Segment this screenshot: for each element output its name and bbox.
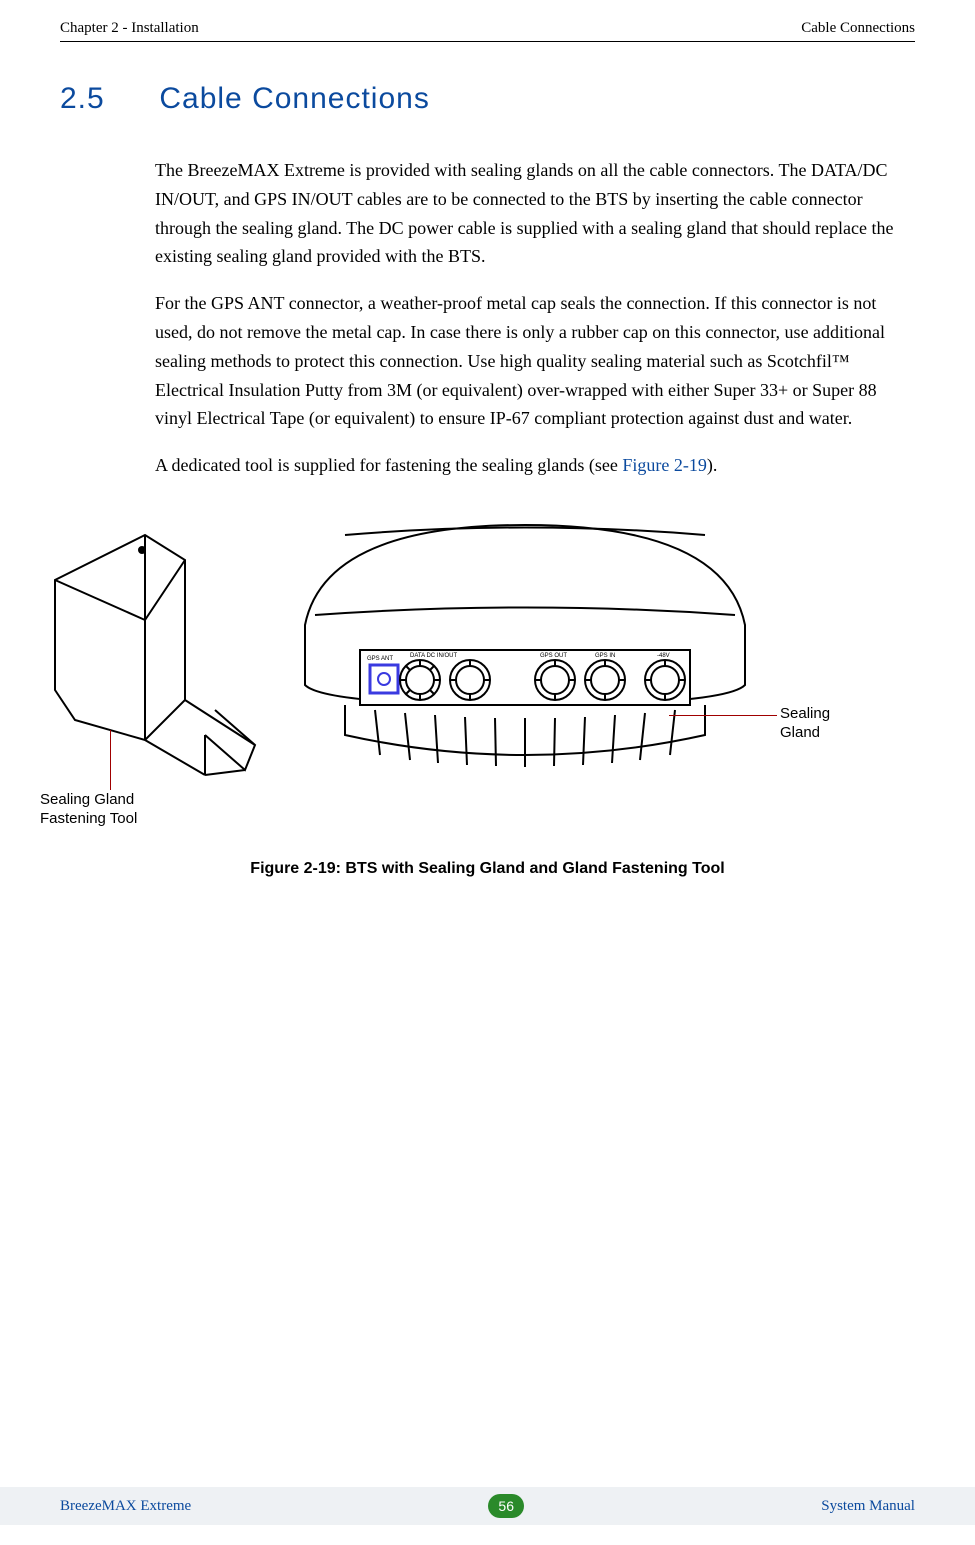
- page-footer: BreezeMAX Extreme 56 System Manual: [0, 1487, 975, 1525]
- page-header: Chapter 2 - Installation Cable Connectio…: [60, 20, 915, 42]
- figure-caption: Figure 2-19: BTS with Sealing Gland and …: [60, 860, 915, 878]
- section-heading: 2.5 Cable Connections: [60, 82, 915, 116]
- callout-left-label: Sealing Gland Fastening Tool: [40, 790, 137, 829]
- port-label-data: DATA DC IN/OUT: [410, 653, 457, 659]
- callout-right-l2: Gland: [780, 724, 820, 741]
- fastening-tool-drawing: [45, 520, 285, 780]
- port-label-48v: -48V: [657, 653, 670, 659]
- callout-left-l2: Fastening Tool: [40, 810, 137, 827]
- page-number: 56: [488, 1494, 524, 1518]
- body-text: The BreezeMAX Extreme is provided with s…: [155, 156, 905, 480]
- port-label-gps-ant: GPS ANT: [367, 656, 393, 662]
- section-title: Cable Connections: [159, 82, 430, 115]
- header-left: Chapter 2 - Installation: [60, 20, 199, 37]
- figure-area: GPS ANT DATA DC IN/OUT GPS OUT GPS IN -4…: [60, 520, 915, 850]
- footer-right: System Manual: [821, 1498, 915, 1515]
- callout-line-right: [669, 715, 777, 716]
- section-number: 2.5: [60, 82, 150, 116]
- callout-line-left: [110, 730, 111, 790]
- paragraph-3: A dedicated tool is supplied for fasteni…: [155, 451, 905, 480]
- footer-left: BreezeMAX Extreme: [60, 1498, 191, 1515]
- paragraph-2: For the GPS ANT connector, a weather-pro…: [155, 289, 905, 433]
- p3-prefix: A dedicated tool is supplied for fasteni…: [155, 455, 622, 475]
- paragraph-1: The BreezeMAX Extreme is provided with s…: [155, 156, 905, 271]
- callout-right-l1: Sealing: [780, 705, 830, 722]
- p3-suffix: ).: [707, 455, 718, 475]
- port-label-gpsin: GPS IN: [595, 653, 615, 659]
- figure-ref-link[interactable]: Figure 2-19: [622, 455, 707, 475]
- port-label-gpsout: GPS OUT: [540, 653, 567, 659]
- header-right: Cable Connections: [801, 20, 915, 37]
- callout-left-l1: Sealing Gland: [40, 791, 134, 808]
- callout-right-label: Sealing Gland: [780, 704, 830, 743]
- bts-drawing: GPS ANT DATA DC IN/OUT GPS OUT GPS IN -4…: [285, 505, 765, 805]
